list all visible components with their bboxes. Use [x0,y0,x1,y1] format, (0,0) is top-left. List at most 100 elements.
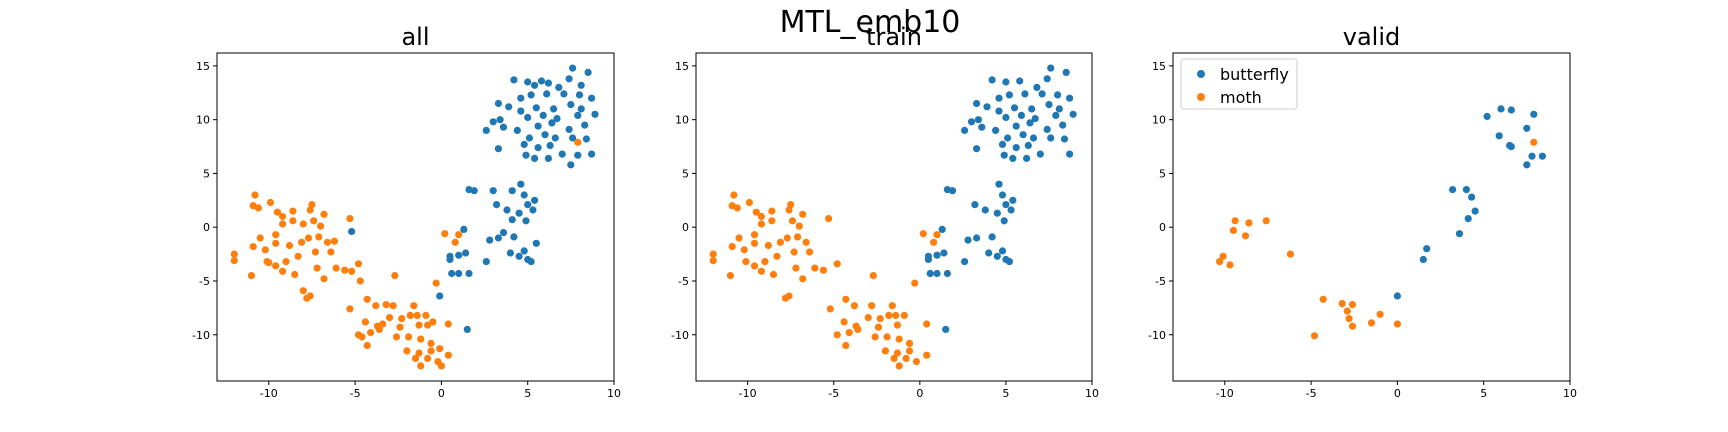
series-moth [709,191,941,370]
data-point-butterfly [527,258,535,266]
data-point-butterfly [1464,215,1472,223]
data-point-moth [261,246,269,254]
data-point-butterfly [1009,154,1017,162]
data-point-butterfly [1000,217,1008,225]
data-point-moth [850,302,859,310]
data-point-moth [389,302,397,310]
data-point-butterfly [1419,255,1427,264]
data-point-moth [923,351,931,359]
data-point-butterfly [470,187,478,195]
data-point-butterfly [964,236,972,244]
data-point-butterfly [1449,186,1457,194]
data-point-butterfly [565,75,573,83]
legend-label-moth: moth [1220,88,1262,107]
data-point-moth [391,272,399,280]
data-point-moth [869,272,877,280]
data-point-moth [792,264,800,272]
data-point-moth [417,335,425,343]
data-point-moth [272,231,280,239]
data-point-moth [272,262,280,270]
data-point-butterfly [436,292,444,300]
data-point-butterfly [1507,143,1515,151]
data-point-moth [864,314,872,322]
data-point-butterfly [933,269,941,278]
y-tick-label: -10 [671,329,689,342]
data-point-butterfly [348,227,356,236]
data-point-moth [750,262,759,270]
data-point-moth [298,238,306,246]
data-point-butterfly [978,123,986,131]
data-point-butterfly [508,216,516,224]
figure-suptitle: MTL_emb10 [780,5,961,40]
data-point-butterfly [581,121,589,129]
data-point-butterfly [1523,124,1531,132]
data-point-butterfly [532,104,540,112]
data-point-butterfly [981,206,989,214]
data-point-moth [750,239,759,247]
panel-valid: valid -10 -5 0 5 10 -10 -5 0 5 10 15 butterfly moth [1148,23,1577,400]
data-point-butterfly [943,269,952,278]
data-point-moth [1286,250,1294,258]
data-point-butterfly [527,91,535,99]
data-point-moth [317,222,325,230]
data-point-butterfly [525,134,534,142]
x-tick-label: -10 [739,387,757,400]
data-point-moth [785,206,793,214]
data-point-moth [396,323,404,331]
data-point-moth [1241,232,1250,240]
data-point-butterfly [1016,77,1024,85]
data-point-moth [740,246,748,254]
y-tick-label: -5 [1155,275,1166,288]
data-point-butterfly [1069,110,1077,118]
data-point-butterfly [494,234,502,242]
data-point-butterfly [582,135,591,143]
data-point-butterfly [967,118,976,126]
data-point-butterfly [524,201,532,209]
data-point-moth [429,318,437,326]
data-point-butterfly [588,94,596,102]
data-point-butterfly [486,236,494,244]
data-point-moth [289,217,297,225]
data-point-butterfly [524,113,532,122]
data-point-butterfly [577,81,585,89]
data-point-butterfly [983,103,991,111]
data-point-moth [726,272,735,280]
data-point-moth [842,295,850,303]
x-tick-label: 0 [1394,387,1401,400]
data-point-butterfly [541,131,549,139]
data-point-moth [825,215,833,223]
y-tick-label: 10 [1152,114,1166,127]
data-point-moth [415,349,423,357]
data-point-moth [367,329,375,337]
data-point-butterfly [988,233,996,241]
data-point-moth [799,210,807,218]
data-point-moth [427,347,435,355]
data-point-moth [1348,301,1357,309]
data-point-butterfly [973,99,981,108]
y-tick-label: 5 [682,167,689,180]
data-point-butterfly [517,180,525,188]
data-point-moth [348,267,356,275]
data-point-butterfly [1021,90,1029,98]
x-tick-label: 5 [1480,387,1487,400]
data-point-butterfly [1062,68,1070,76]
data-point-butterfly [1000,151,1008,159]
data-point-butterfly [988,76,996,84]
data-point-butterfly [1028,105,1036,113]
data-point-butterfly [520,191,528,199]
data-point-butterfly [1393,292,1401,300]
data-point-moth [842,341,850,350]
data-point-butterfly [455,269,463,278]
data-point-butterfly [961,258,969,266]
data-point-butterfly [1471,207,1479,215]
data-point-moth [285,241,294,250]
data-point-butterfly [985,249,993,257]
data-point-moth [905,347,914,355]
data-point-butterfly [517,94,525,102]
legend-label-butterfly: butterfly [1220,65,1289,84]
data-point-moth [888,302,896,310]
data-point-butterfly [499,123,508,131]
data-point-moth [320,275,328,283]
data-point-butterfly [546,141,554,150]
data-point-moth [871,333,879,341]
